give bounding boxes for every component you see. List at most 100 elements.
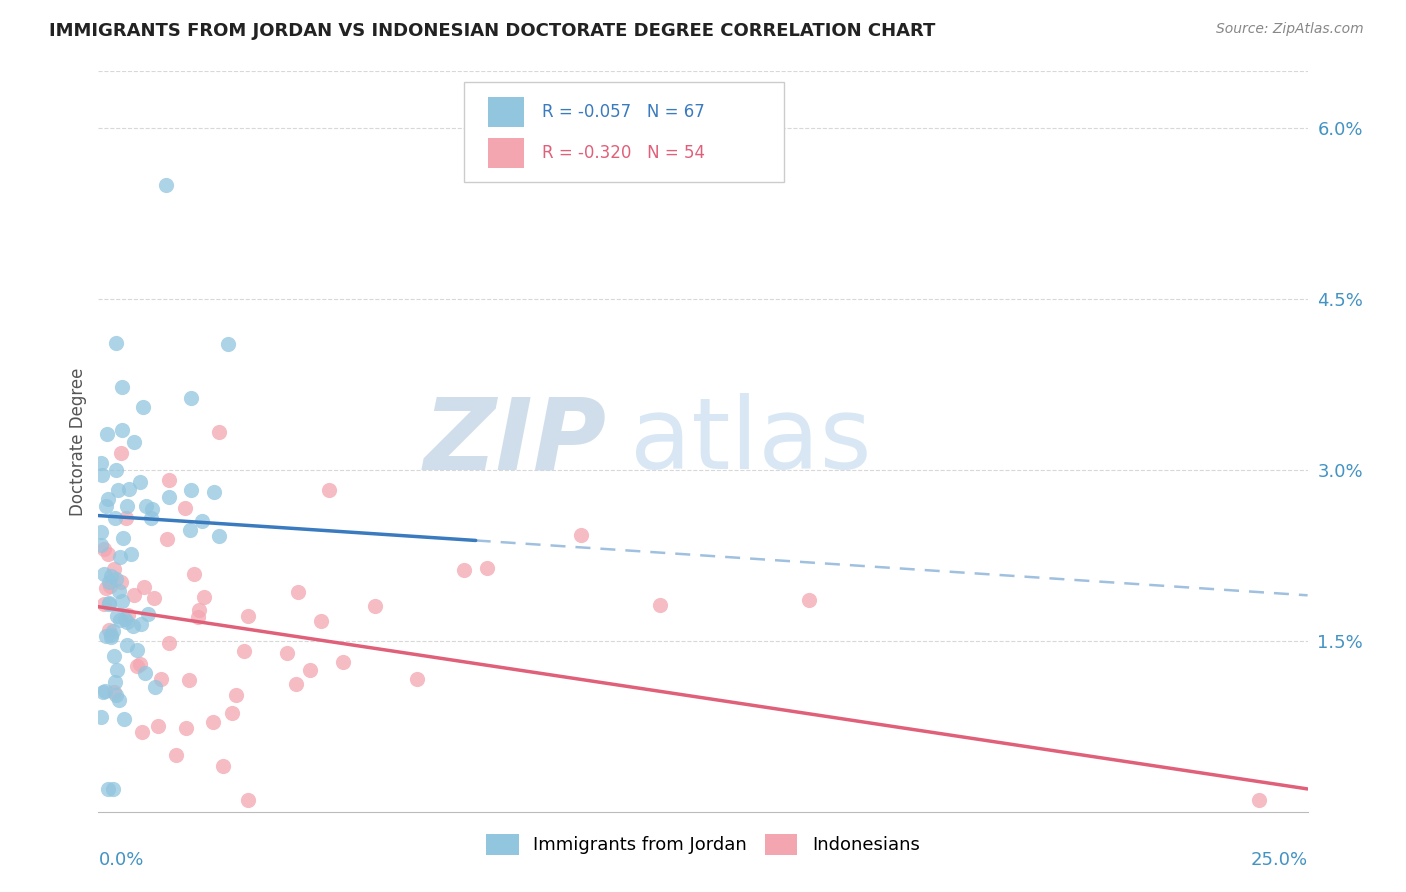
Point <box>97 781 120 796</box>
Point <box>93 542 115 557</box>
Point <box>174 501 197 516</box>
Point <box>107 483 129 498</box>
Point <box>90 525 112 540</box>
Point <box>165 747 187 762</box>
Text: 0.0%: 0.0% <box>98 851 143 869</box>
Point <box>318 483 340 498</box>
Point <box>299 663 322 677</box>
Point <box>98 579 121 593</box>
Bar <box>488 97 524 127</box>
Point <box>105 463 128 477</box>
Point <box>136 607 159 621</box>
Point <box>112 712 135 726</box>
Point <box>103 649 125 664</box>
Legend: Immigrants from Jordan, Indonesians: Immigrants from Jordan, Indonesians <box>486 834 920 855</box>
Point <box>108 549 131 564</box>
Point <box>287 585 309 599</box>
Point <box>134 580 156 594</box>
Point <box>93 597 115 611</box>
Point <box>180 483 202 497</box>
Point <box>157 490 180 504</box>
Point <box>155 178 177 193</box>
Point <box>94 684 117 698</box>
Point <box>146 718 169 732</box>
Text: Source: ZipAtlas.com: Source: ZipAtlas.com <box>1216 22 1364 37</box>
Point <box>91 685 114 699</box>
Point <box>221 706 243 720</box>
Point <box>96 581 118 595</box>
Point <box>100 628 122 642</box>
Point <box>177 673 200 687</box>
Point <box>193 590 215 604</box>
Point <box>129 657 152 671</box>
Point <box>236 609 259 624</box>
Point <box>117 607 139 622</box>
Point <box>311 614 333 628</box>
Point <box>211 758 233 772</box>
Point <box>284 677 307 691</box>
Point <box>129 616 152 631</box>
Point <box>111 531 134 545</box>
Point <box>797 593 820 607</box>
Point <box>180 391 202 405</box>
Text: R = -0.320   N = 54: R = -0.320 N = 54 <box>543 144 706 161</box>
Point <box>104 511 127 525</box>
Point <box>143 591 166 606</box>
Point <box>115 511 138 525</box>
Point <box>100 631 122 645</box>
Point <box>105 608 128 623</box>
Point <box>179 523 201 537</box>
Point <box>208 425 231 439</box>
Point <box>157 474 180 488</box>
Point <box>364 599 387 613</box>
Point <box>111 594 134 608</box>
Point <box>100 569 122 583</box>
Point <box>96 629 118 643</box>
Point <box>217 336 239 351</box>
FancyBboxPatch shape <box>464 82 785 183</box>
Point <box>105 689 128 703</box>
Point <box>125 659 148 673</box>
Point <box>97 547 120 561</box>
Point <box>103 562 125 576</box>
Point <box>115 638 138 652</box>
Point <box>108 613 131 627</box>
Point <box>141 502 163 516</box>
Point <box>183 567 205 582</box>
Point <box>110 446 132 460</box>
Point <box>233 644 256 658</box>
Point <box>188 603 211 617</box>
Point <box>111 423 134 437</box>
Point <box>128 475 150 489</box>
Point <box>98 624 121 638</box>
Point <box>122 618 145 632</box>
Point <box>101 624 124 638</box>
Point <box>90 456 112 470</box>
Point <box>139 510 162 524</box>
Point <box>118 483 141 497</box>
Point <box>105 664 128 678</box>
Point <box>104 674 127 689</box>
Point <box>127 642 149 657</box>
Point <box>115 615 138 629</box>
Y-axis label: Doctorate Degree: Doctorate Degree <box>69 368 87 516</box>
Point <box>103 685 125 699</box>
Point <box>332 655 354 669</box>
Point <box>132 400 155 414</box>
Point <box>571 528 593 542</box>
Point <box>276 646 298 660</box>
Point <box>90 710 112 724</box>
Text: R = -0.057   N = 67: R = -0.057 N = 67 <box>543 103 704 121</box>
Text: ZIP: ZIP <box>423 393 606 490</box>
Point <box>97 596 120 610</box>
Point <box>108 692 131 706</box>
Point <box>134 665 156 680</box>
Point <box>131 725 153 739</box>
Point <box>156 532 179 546</box>
Point <box>236 793 259 807</box>
Point <box>97 597 120 611</box>
Point <box>405 672 427 686</box>
Point <box>90 538 112 552</box>
Point <box>187 609 209 624</box>
Point <box>120 547 142 561</box>
